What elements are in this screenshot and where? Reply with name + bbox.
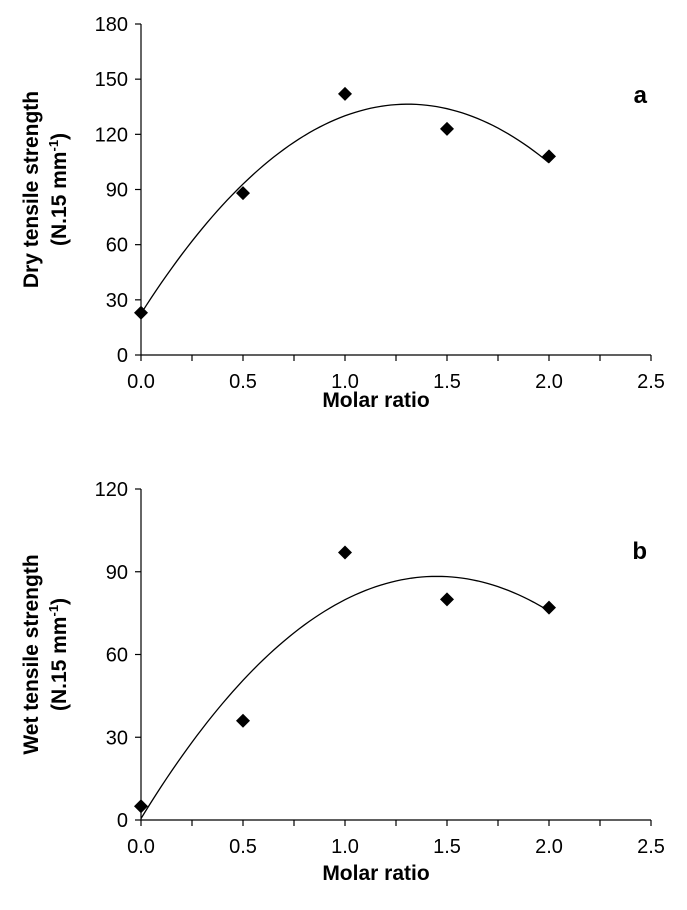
panel-b-x-tick-label: 2.0 bbox=[535, 836, 563, 858]
panel-b-y-tick-label: 120 bbox=[95, 479, 128, 501]
panel-a-x-tick-label: 0.5 bbox=[229, 371, 257, 393]
panel-a-y-tick-label: 150 bbox=[95, 69, 128, 91]
panel-a-y-axis-title: Dry tensile strength bbox=[20, 91, 43, 288]
panel-b-data-point bbox=[542, 600, 556, 615]
panel-a-chart: 0 30 60 90 120 150 180 0.0 0.5 1.0 1.5 2.0 2.5 Molar … bbox=[20, 14, 665, 412]
panel-a-y-tick-label: 120 bbox=[95, 124, 128, 146]
panel-a-y-tick-label: 30 bbox=[106, 290, 128, 312]
panel-a-letter: a bbox=[634, 82, 648, 109]
panel-b-data-point bbox=[134, 799, 148, 814]
panel-a-x-tick-label: 1.5 bbox=[433, 371, 461, 393]
panel-a-x-tick-label: 2.5 bbox=[637, 371, 665, 393]
panel-b-x-tick-label: 1.5 bbox=[433, 836, 461, 858]
panel-b-y-tick-label: 60 bbox=[106, 645, 128, 667]
panel-a-y-axis-units: (N.15 mm-1) bbox=[46, 133, 71, 246]
panel-a-data-point bbox=[440, 121, 454, 136]
panel-a-x-tick-label: 1.0 bbox=[331, 371, 359, 393]
panel-a-x-tick-label: 0.0 bbox=[127, 371, 155, 393]
panel-a-y-tick-label: 180 bbox=[95, 14, 128, 36]
panel-b-y-tick-label: 30 bbox=[106, 727, 128, 749]
panel-a-data-point bbox=[134, 305, 148, 320]
panel-b-y-axis-units: (N.15 mm-1) bbox=[46, 598, 71, 711]
panel-b-letter: b bbox=[632, 538, 647, 565]
panel-a-trendline bbox=[140, 103, 550, 314]
panel-a-y-tick-label: 90 bbox=[106, 180, 128, 202]
panel-a-data-point bbox=[542, 149, 556, 164]
panel-b-trendline bbox=[140, 575, 550, 819]
panel-a-x-axis-title: Molar ratio bbox=[322, 389, 429, 412]
panel-a-data-point bbox=[236, 186, 250, 201]
panel-b-y-tick-label: 90 bbox=[106, 562, 128, 584]
panel-a-y-tick-label: 60 bbox=[106, 235, 128, 257]
panel-a-data-point bbox=[338, 86, 352, 101]
panel-b-y-tick-label: 0 bbox=[117, 810, 128, 832]
panel-b-x-tick-label: 2.5 bbox=[637, 836, 665, 858]
panel-b-x-tick-label: 0.5 bbox=[229, 836, 257, 858]
panel-b-y-axis-title: Wet tensile strength bbox=[20, 554, 43, 754]
panel-b-chart: 0 30 60 90 120 0.0 0.5 1.0 1.5 2.0 2.5 Molar ratio W… bbox=[20, 479, 665, 885]
panel-a-x-tick-label: 2.0 bbox=[535, 371, 563, 393]
panel-a-y-tick-label: 0 bbox=[117, 345, 128, 367]
panel-b-data-point bbox=[338, 545, 352, 560]
panel-b-data-point bbox=[236, 713, 250, 728]
panel-b-x-tick-label: 1.0 bbox=[331, 836, 359, 858]
panel-b-data-point bbox=[440, 592, 454, 607]
panel-b-x-axis-title: Molar ratio bbox=[322, 862, 429, 885]
panel-b-x-tick-label: 0.0 bbox=[127, 836, 155, 858]
